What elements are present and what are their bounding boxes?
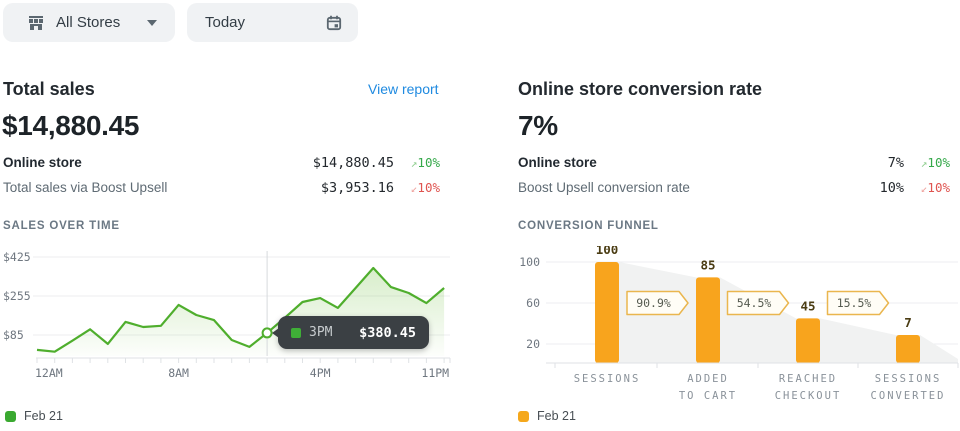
- tooltip-value: $380.45: [359, 324, 416, 341]
- trend-change: 10%: [927, 155, 950, 170]
- calendar-icon: [326, 15, 342, 30]
- funnel-category-label: TO CART: [679, 390, 737, 402]
- funnel-category-label: ADDED: [687, 373, 729, 385]
- legend-swatch-orange: [518, 410, 529, 422]
- trend-badge: ↗10%: [904, 155, 950, 170]
- legend-swatch-green: [5, 410, 16, 422]
- funnel-category-label: CONVERTED: [871, 390, 946, 402]
- trend-down-icon: ↙: [410, 182, 418, 195]
- total-sales-breakdown: Online store $14,880.45 ↗10% Total sales…: [3, 155, 440, 196]
- conversion-breakdown: Online store 7% ↗10% Boost Upsell conver…: [518, 155, 950, 196]
- conversion-rate-badge: [726, 290, 790, 316]
- y-axis-tick-label: $255: [3, 289, 31, 303]
- metric-row: Online store 7% ↗10%: [518, 155, 950, 171]
- conversion-rate-badge: [626, 290, 689, 316]
- store-selector-button[interactable]: All Stores: [3, 3, 175, 42]
- sales-over-time-label: SALES OVER TIME: [3, 220, 120, 232]
- funnel-bar[interactable]: [796, 318, 820, 363]
- trend-down-icon: ↙: [920, 182, 928, 195]
- conversion-rate-badge: [826, 290, 890, 316]
- funnel-category-label: CHECKOUT: [775, 390, 842, 402]
- conversion-rate-title: Online store conversion rate: [518, 79, 763, 99]
- funnel-bar[interactable]: [696, 277, 720, 363]
- metric-label: Online store: [518, 155, 597, 170]
- trend-change: 10%: [417, 180, 440, 195]
- conversion-rate-label: 54.5%: [737, 296, 772, 310]
- metric-label: Online store: [3, 155, 82, 170]
- legend-label: Feb 21: [537, 409, 576, 423]
- y-axis-tick-label: 60: [526, 296, 540, 310]
- bar-value-label: 85: [700, 257, 715, 272]
- funnel-bar[interactable]: [896, 335, 920, 363]
- trend-badge: ↙10%: [904, 180, 950, 195]
- funnel-category-label: REACHED: [779, 373, 837, 385]
- metric-value: $3,953.16: [320, 180, 394, 196]
- metric-value: 7%: [887, 155, 904, 171]
- metric-row: Online store $14,880.45 ↗10%: [3, 155, 440, 171]
- chevron-down-icon: [147, 19, 157, 26]
- total-sales-value: $14,880.45: [2, 110, 140, 141]
- funnel-category-label: SESSIONS: [875, 373, 942, 385]
- conversion-funnel-chart[interactable]: 100 60 20 100 85 45 7 90.9% 54.5% 15.5% SESSIONS AD…: [510, 246, 960, 406]
- chart-tooltip: 3PM $380.45: [272, 316, 429, 349]
- metric-label: Total sales via Boost Upsell: [3, 180, 168, 195]
- y-axis-tick-label: 100: [519, 255, 540, 269]
- trend-badge: ↗10%: [394, 155, 440, 170]
- view-report-link[interactable]: View report: [368, 81, 439, 97]
- metric-label: Boost Upsell conversion rate: [518, 180, 690, 195]
- hover-point[interactable]: [261, 327, 273, 339]
- y-axis-tick-label: 20: [526, 337, 540, 351]
- funnel-bar[interactable]: [595, 262, 619, 363]
- x-axis-tick-label: 4PM: [310, 366, 331, 380]
- trend-up-icon: ↗: [920, 157, 928, 170]
- conversion-rate-label: 15.5%: [837, 296, 872, 310]
- sales-line: [36, 266, 445, 353]
- conversion-rate-label: 90.9%: [636, 296, 671, 310]
- y-axis-tick-label: $425: [3, 250, 31, 264]
- metric-row: Boost Upsell conversion rate 10% ↙10%: [518, 180, 950, 196]
- topbar: All Stores Today: [0, 0, 960, 55]
- bar-value-label: 7: [904, 315, 912, 330]
- legend-label: Feb 21: [24, 409, 63, 423]
- trend-change: 10%: [417, 155, 440, 170]
- tooltip-time: 3PM: [309, 325, 333, 340]
- bar-value-label: 45: [800, 298, 815, 313]
- sales-legend: Feb 21: [5, 409, 63, 423]
- bar-value-label: 100: [596, 246, 619, 257]
- series-color-swatch: [291, 327, 301, 338]
- trend-badge: ↙10%: [394, 180, 440, 195]
- total-sales-title: Total sales: [3, 79, 95, 99]
- store-selector-label: All Stores: [56, 14, 121, 31]
- y-axis-tick-label: $85: [3, 328, 24, 342]
- funnel-category-label: SESSIONS: [574, 373, 641, 385]
- store-icon: [29, 15, 43, 30]
- date-selector-label: Today: [205, 14, 246, 31]
- trend-change: 10%: [927, 180, 950, 195]
- conversion-rate-value: 7%: [518, 110, 558, 141]
- x-axis-tick-label: 11PM: [421, 366, 449, 380]
- conversion-funnel-label: CONVERSION FUNNEL: [518, 220, 659, 232]
- trend-up-icon: ↗: [410, 157, 418, 170]
- metric-row: Total sales via Boost Upsell $3,953.16 ↙…: [3, 180, 440, 196]
- x-axis-tick-label: 8AM: [168, 366, 189, 380]
- x-axis-tick-label: 12AM: [35, 366, 63, 380]
- funnel-legend: Feb 21: [518, 409, 576, 423]
- date-selector-button[interactable]: Today: [187, 3, 358, 42]
- metric-value: $14,880.45: [312, 155, 394, 171]
- metric-value: 10%: [879, 180, 904, 196]
